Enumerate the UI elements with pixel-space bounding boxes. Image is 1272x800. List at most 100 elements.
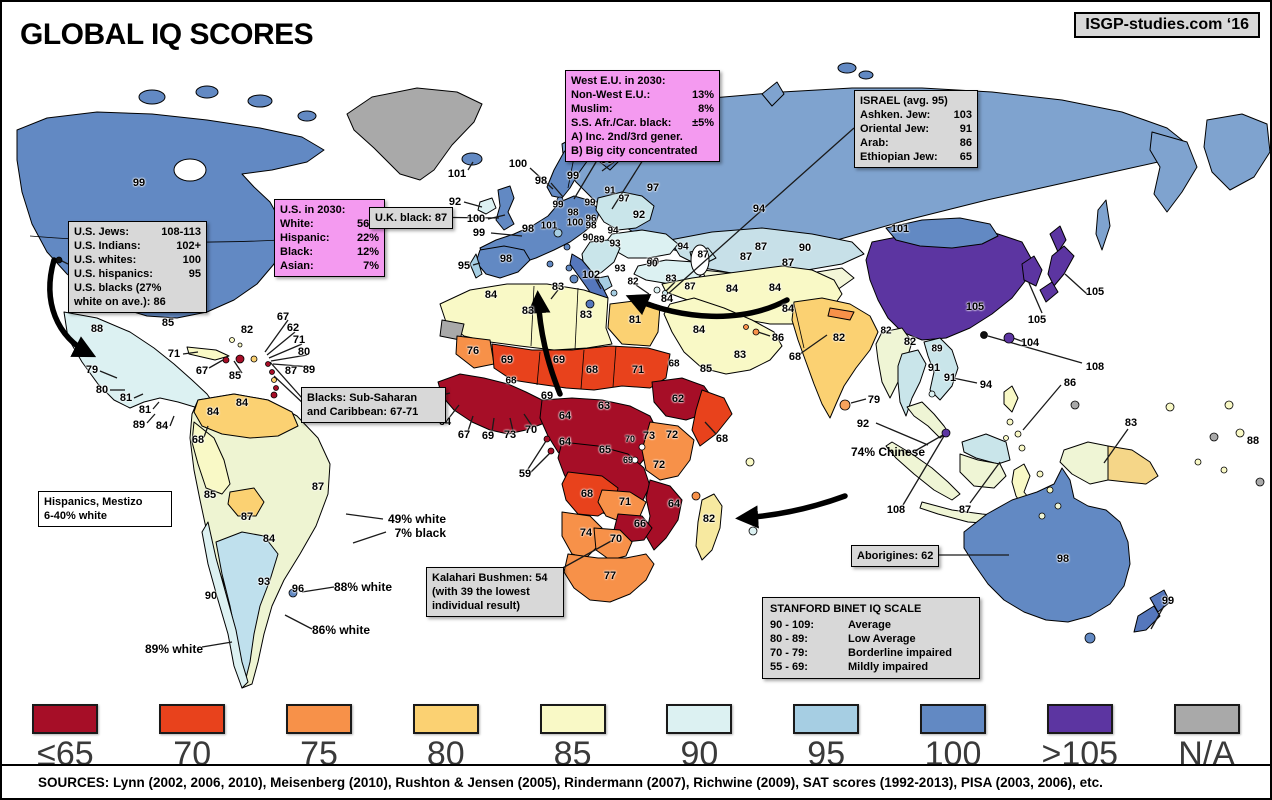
country-iq-label: 95 [457,260,471,272]
country-iq-label: 79 [867,394,881,406]
country-iq-label: 101 [447,168,467,180]
region-madagascar [695,493,723,561]
country-iq-label: 94 [607,225,619,237]
country-iq-label: 82 [702,513,716,525]
country-iq-label: 70 [609,533,623,545]
country-iq-label: 93 [614,263,626,275]
country-iq-label: 71 [167,348,181,360]
sources-bar: SOURCES: Lynn (2002, 2006, 2010), Meisen… [2,764,1270,798]
migration-arrow [625,293,790,320]
info-box-line: U.S. Jews: 108-113 [74,226,201,238]
country-iq-label: 104 [1020,337,1040,349]
info-box-line: White: 56% [280,218,379,231]
country-iq-label: 93 [257,576,271,588]
country-iq-label: 90 [582,232,594,244]
country-iq-label: 91 [604,185,616,197]
region-sahel [491,343,671,391]
country-iq-label: 83 [1124,417,1138,429]
country-iq-label: 105 [1027,314,1047,326]
migration-arrow [47,257,97,358]
info-box-uk-black: U.K. black: 87 [369,207,454,230]
country-iq-label: 98 [1056,553,1070,565]
country-iq-label: 77 [603,570,617,582]
country-iq-label: 67 [457,429,471,441]
info-box-line: 90 - 109: Average [770,619,892,632]
region-borneo-north [961,433,1011,465]
info-box-line: Ethiopian Jew: 65 [860,151,972,164]
country-iq-label: 89 [132,419,146,431]
country-iq-label: 59 [518,468,532,480]
country-iq-label: 90 [204,590,218,602]
island-dots [55,196,1265,644]
country-iq-label: 98 [534,175,548,187]
country-iq-label: 73 [503,429,517,441]
country-iq-label: 96 [585,213,597,225]
info-box-kalahari: Kalahari Bushmen: 54 (with 39 the lowest … [426,567,564,618]
country-iq-label: 105 [1085,286,1105,298]
country-iq-label: 68 [191,434,205,446]
region-balkans [581,239,621,279]
country-iq-label: 87 [311,481,325,493]
float-annotation: 49% white 7% black [387,512,446,540]
region-indochina [923,337,959,401]
region-east-europe [595,191,655,231]
region-new-guinea-west [1059,441,1109,485]
country-iq-label: 99 [132,177,146,189]
legend-swatch [32,704,99,734]
country-iq-label: 85 [699,363,713,375]
info-box-line: individual result) [432,600,521,613]
country-iq-label: 71 [631,364,645,376]
country-iq-label: 69 [552,354,566,366]
country-iq-label: 87 [754,241,768,253]
country-iq-label: 99 [552,199,564,211]
country-iq-label: 68 [788,351,802,363]
country-iq-label: 93 [609,238,621,250]
country-iq-label: 94 [677,241,689,253]
legend-item: 80 [382,700,509,771]
info-box-line: U.S. whites: 100 [74,254,201,267]
country-iq-label: 99 [472,227,486,239]
region-india [791,297,879,419]
country-iq-label: 100 [466,213,486,225]
country-iq-label: 81 [138,404,152,416]
country-iq-label: 69 [481,430,495,442]
country-iq-label: 100 [508,158,528,170]
country-iq-label: 83 [551,281,565,293]
info-box-line: S.S. Afr./Car. black: ±5% [571,117,714,130]
info-box-line: Blacks: Sub-Saharan [307,392,418,404]
country-iq-label: 64 [558,410,572,422]
info-box-line: (with 39 the lowest [432,586,530,599]
country-iq-label: 90 [798,242,812,254]
country-iq-label: 87 [240,511,254,523]
info-box-line: Asian: 7% [280,260,379,273]
region-uk [495,185,515,231]
country-iq-label: 82 [240,324,254,336]
info-box-stanford-binet: STANFORD BINET IQ SCALE 90 - 109: Average 8… [762,597,980,680]
country-iq-label: 64 [667,498,681,510]
legend-item: 85 [509,700,636,771]
country-iq-label: 101 [890,223,910,235]
country-iq-label: 72 [665,429,679,441]
region-australia [963,467,1131,623]
region-japan [1049,225,1067,253]
country-iq-label: 82 [627,276,639,288]
legend-item: N/A [1143,700,1270,771]
info-box-line: U.S. in 2030: [280,204,346,216]
country-iq-label: 67 [276,311,290,323]
legend-item: >105 [1016,700,1143,771]
country-iq-label: 108 [886,504,906,516]
country-iq-label: 72 [652,459,666,471]
country-iq-label: 89 [931,343,943,355]
country-iq-label: 64 [558,436,572,448]
info-box-line: Hispanic: 22% [280,232,379,245]
info-box-line: Arab: 86 [860,137,972,150]
country-iq-label: 99 [584,197,596,209]
country-iq-label: 71 [292,334,306,346]
country-iq-label: 97 [646,182,660,194]
info-box-us-stats: U.S. Jews: 108-113 U.S. Indians: 102+ U.S. w… [68,221,207,314]
region-nepal [827,307,855,321]
float-annotation: 86% white [312,623,371,637]
region-png [1107,445,1159,485]
country-iq-label: 74 [579,527,593,539]
info-box-line: STANFORD BINET IQ SCALE [770,603,922,615]
